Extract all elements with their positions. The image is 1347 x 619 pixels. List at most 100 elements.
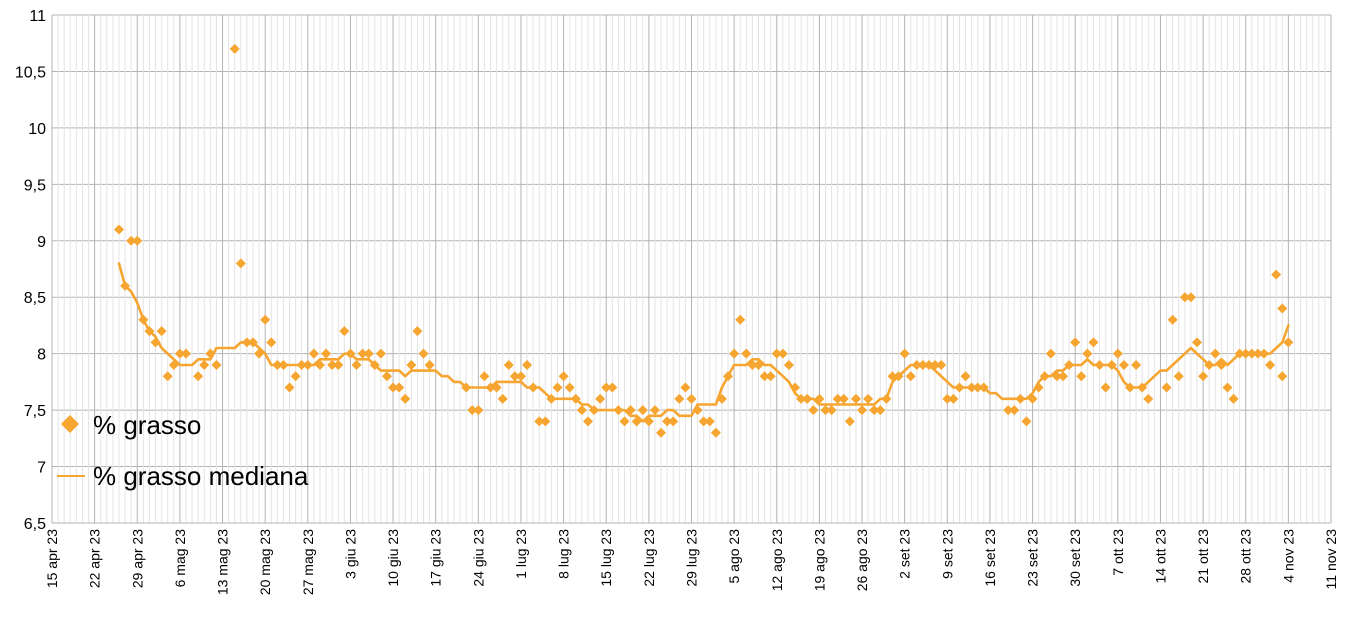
data-point (180, 348, 191, 359)
data-point (564, 382, 575, 393)
data-point (1283, 337, 1294, 348)
data-point (497, 393, 508, 404)
data-point (948, 393, 959, 404)
data-point (333, 359, 344, 370)
data-point (1064, 359, 1075, 370)
x-tick-label: 8 lug 23 (556, 529, 572, 579)
data-point (1173, 371, 1184, 382)
data-point (1179, 292, 1190, 303)
data-point (296, 359, 307, 370)
data-point (1167, 314, 1178, 325)
x-axis-tick-labels: 15 apr 23 22 apr 23 29 apr 23 6 mag 23 13 ma… (44, 529, 1339, 595)
y-tick-label: 6,5 (24, 516, 46, 533)
y-tick-label: 10,5 (15, 64, 46, 81)
data-point (631, 416, 642, 427)
data-point (1234, 348, 1245, 359)
data-point (1003, 405, 1014, 416)
data-point (515, 371, 526, 382)
x-tick-label: 7 ott 23 (1110, 529, 1126, 576)
data-point (534, 416, 545, 427)
data-point (138, 314, 149, 325)
x-tick-label: 19 ago 23 (811, 529, 827, 591)
data-point (869, 405, 880, 416)
data-point (1161, 382, 1172, 393)
data-point (260, 314, 271, 325)
data-point (235, 258, 246, 269)
data-point (479, 371, 490, 382)
data-point (735, 314, 746, 325)
data-point (656, 427, 667, 438)
data-point (972, 382, 983, 393)
data-point (211, 359, 222, 370)
data-point (351, 359, 362, 370)
data-point (418, 348, 429, 359)
y-tick-label: 9,5 (24, 177, 46, 194)
data-point (394, 382, 405, 393)
data-point (205, 348, 216, 359)
data-point (814, 393, 825, 404)
x-tick-label: 28 ott 23 (1238, 529, 1254, 584)
data-point (1094, 359, 1105, 370)
y-tick-label: 10 (28, 121, 46, 138)
data-point (400, 393, 411, 404)
data-point (132, 235, 143, 246)
data-point (790, 382, 801, 393)
data-point (1045, 348, 1056, 359)
data-point (771, 348, 782, 359)
data-point (247, 337, 258, 348)
data-point (1082, 348, 1093, 359)
data-point (406, 359, 417, 370)
data-point (716, 393, 727, 404)
data-point (327, 359, 338, 370)
data-point (619, 416, 630, 427)
data-point (1033, 382, 1044, 393)
axes (51, 15, 1331, 524)
data-point (692, 405, 703, 416)
data-point (388, 382, 399, 393)
data-point (491, 382, 502, 393)
data-point (528, 382, 539, 393)
x-tick-label: 23 set 23 (1025, 529, 1041, 587)
x-tick-label: 21 ott 23 (1195, 529, 1211, 584)
data-point (168, 359, 179, 370)
data-point (625, 405, 636, 416)
x-tick-label: 24 giu 23 (470, 529, 486, 587)
data-point (1246, 348, 1257, 359)
data-point (838, 393, 849, 404)
data-point (1058, 371, 1069, 382)
data-point (607, 382, 618, 393)
data-point (1210, 348, 1221, 359)
data-point (954, 382, 965, 393)
data-point (808, 405, 819, 416)
data-point (522, 359, 533, 370)
data-point (643, 416, 654, 427)
x-tick-label: 17 giu 23 (428, 529, 444, 587)
data-point (540, 416, 551, 427)
data-point (1039, 371, 1050, 382)
data-point (741, 348, 752, 359)
data-point (820, 405, 831, 416)
data-point (424, 359, 435, 370)
x-tick-label: 15 lug 23 (598, 529, 614, 587)
y-tick-label: 9 (37, 234, 46, 251)
data-point (1271, 269, 1282, 280)
data-point (1125, 382, 1136, 393)
data-point (1027, 393, 1038, 404)
data-point (662, 416, 673, 427)
data-point (314, 359, 325, 370)
data-point (704, 416, 715, 427)
data-point (1143, 393, 1154, 404)
data-point (241, 337, 252, 348)
data-point (802, 393, 813, 404)
x-tick-label: 16 set 23 (982, 529, 998, 587)
median-line (117, 262, 1290, 423)
data-point (942, 393, 953, 404)
data-point (601, 382, 612, 393)
data-point (680, 382, 691, 393)
data-point (229, 43, 240, 54)
x-tick-label: 26 ago 23 (854, 529, 870, 591)
data-point (1112, 348, 1123, 359)
data-point (266, 337, 277, 348)
